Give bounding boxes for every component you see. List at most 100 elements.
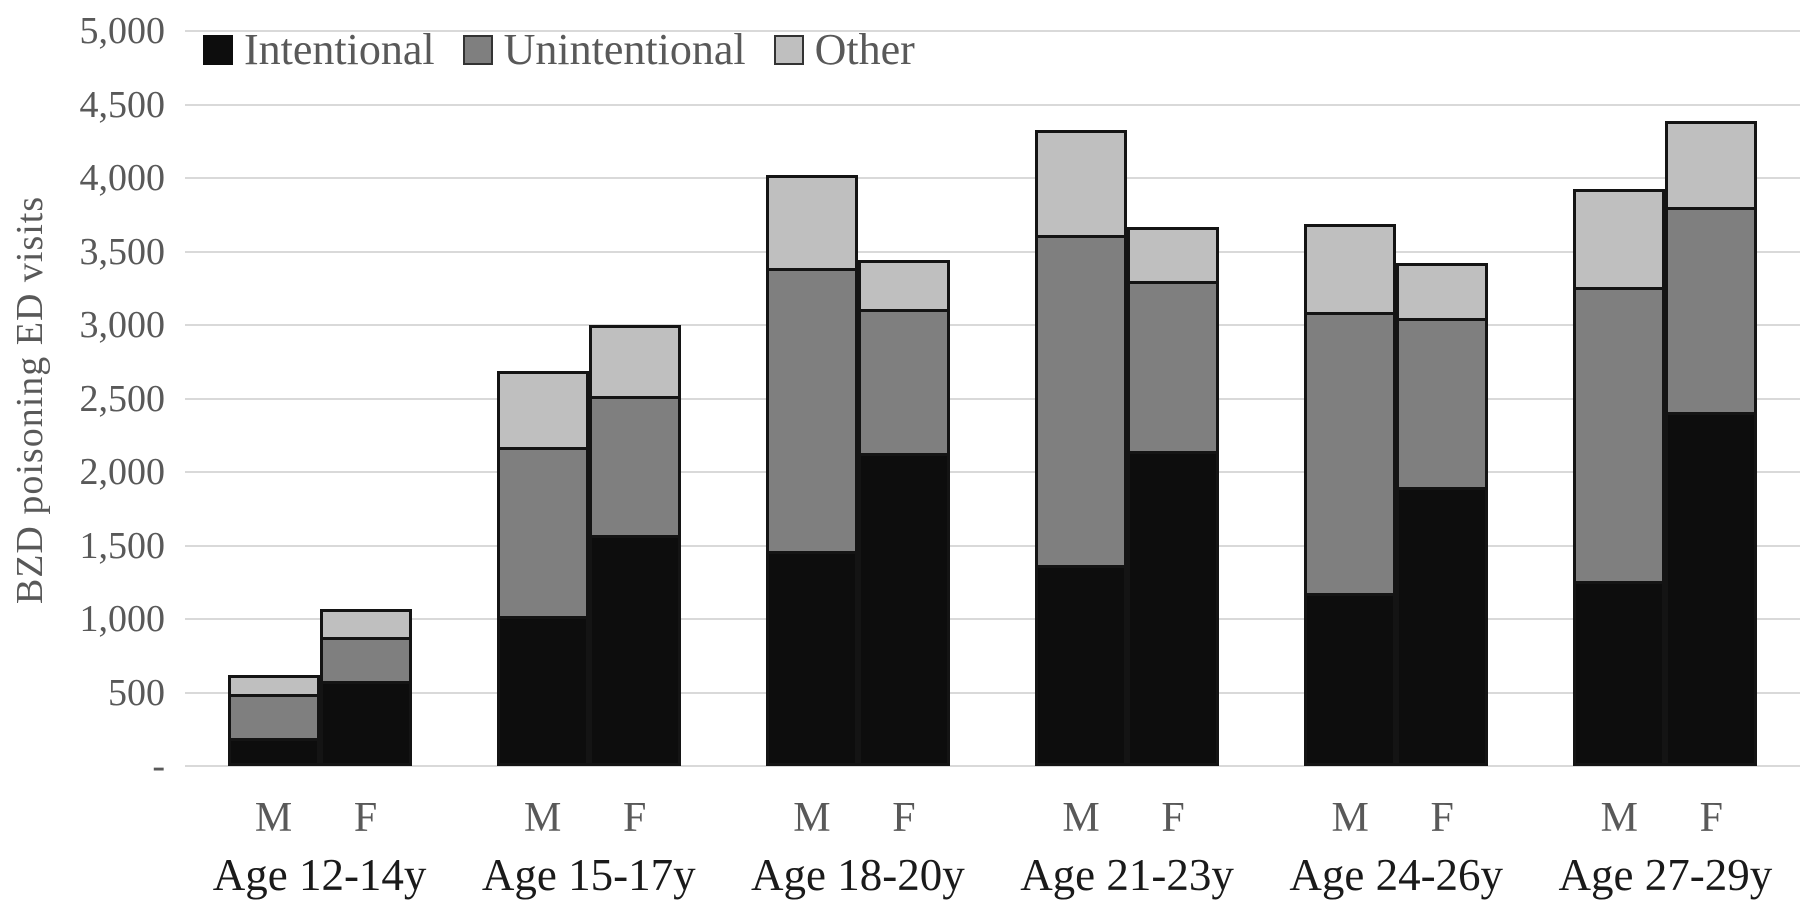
segment-other-f xyxy=(1127,227,1220,284)
segment-other-f xyxy=(319,608,412,640)
segment-intentional-m xyxy=(227,741,320,766)
segment-unintentional-m xyxy=(765,271,858,555)
stacked-bar-m-age-21-23y xyxy=(1035,129,1128,767)
sex-label-m: M xyxy=(1331,795,1369,841)
segment-intentional-f xyxy=(1127,453,1220,766)
legend-swatch-icon xyxy=(462,34,493,65)
y-tick-label-2500: 2,500 xyxy=(79,377,166,420)
bar-group-age-21-23y: M F Age 21-23y xyxy=(1020,31,1234,900)
gridline-1000 xyxy=(185,618,1800,620)
gridline-3000 xyxy=(185,324,1800,326)
bar-group-age-12-14y: M F Age 12-14y xyxy=(213,31,426,900)
segment-unintentional-f xyxy=(588,398,681,539)
sex-label-f: F xyxy=(623,795,647,841)
y-tick-label-3500: 3,500 xyxy=(79,230,166,273)
bar-group-age-18-20y: M F Age 18-20y xyxy=(751,31,965,900)
bar-group-age-15-17y: M F Age 15-17y xyxy=(482,31,696,900)
y-tick-label-4000: 4,000 xyxy=(79,157,166,199)
sex-label-f: F xyxy=(1699,795,1724,841)
segment-unintentional-m xyxy=(1035,238,1128,569)
stacked-bar-f-age-18-20y xyxy=(857,260,950,766)
segment-other-f xyxy=(1665,120,1758,210)
segment-unintentional-m xyxy=(1573,289,1666,585)
y-tick-label-3000: 3,000 xyxy=(79,304,166,346)
y-tick-label-0: - xyxy=(152,745,165,787)
y-tick-label-2000: 2,000 xyxy=(79,451,166,493)
legend-label: Unintentional xyxy=(503,25,746,74)
segment-other-f xyxy=(1396,262,1489,322)
category-label: Age 12-14y xyxy=(212,850,427,900)
legend: Intentional Unintentional Other xyxy=(203,24,915,75)
bar-group-age-27-29y: M F Age 27-29y xyxy=(1559,31,1772,900)
segment-other-f xyxy=(588,325,681,399)
stacked-bar-m-age-24-26y xyxy=(1304,223,1397,766)
stacked-bar-m-age-15-17y xyxy=(496,371,589,766)
category-label: Age 27-29y xyxy=(1558,850,1773,900)
gridline-4500 xyxy=(185,103,1800,106)
sex-label-m: M xyxy=(1600,795,1639,841)
sex-label-f: F xyxy=(353,795,378,841)
category-label: Age 21-23y xyxy=(1020,850,1234,900)
gridline-4000 xyxy=(185,177,1800,179)
segment-intentional-m xyxy=(765,554,858,766)
segment-intentional-m xyxy=(496,619,589,766)
segment-intentional-f xyxy=(1396,490,1489,766)
sex-label-f: F xyxy=(1430,795,1454,841)
segment-unintentional-m xyxy=(496,449,589,619)
legend-swatch-icon xyxy=(203,34,233,65)
sex-label-f: F xyxy=(1161,795,1185,841)
segment-other-m xyxy=(496,371,589,450)
category-label: Age 15-17y xyxy=(481,850,696,900)
gridline-2500 xyxy=(185,397,1800,400)
gridline-2000 xyxy=(185,471,1800,473)
segment-intentional-f xyxy=(1665,415,1758,766)
segment-other-m xyxy=(227,674,320,697)
legend-label: Other xyxy=(814,25,915,74)
segment-other-m xyxy=(1035,129,1128,239)
sex-label-f: F xyxy=(892,795,916,841)
y-tick-label-500: 500 xyxy=(108,671,165,714)
stacked-bar-m-age-18-20y xyxy=(765,175,858,766)
segment-intentional-m xyxy=(1035,568,1128,766)
plot-area: M F Age 12-14y M F Age 15-17y M F Age 18-20y M F Ag… xyxy=(185,30,1800,900)
sex-label-m: M xyxy=(524,795,562,841)
segment-intentional-f xyxy=(857,455,950,766)
bar-groups: M F Age 12-14y M F Age 15-17y M F Age 18-20y M F Ag… xyxy=(185,31,1800,900)
gridline-1500 xyxy=(185,544,1800,547)
category-label: Age 18-20y xyxy=(751,850,965,900)
y-tick-label-1000: 1,000 xyxy=(79,598,166,640)
segment-intentional-f xyxy=(588,538,681,766)
legend-item-unintentional: Unintentional xyxy=(462,24,746,75)
segment-other-m xyxy=(1573,189,1666,290)
sex-label-m: M xyxy=(1062,795,1100,841)
stacked-bar-f-age-12-14y xyxy=(319,608,412,766)
stacked-bar-m-age-27-29y xyxy=(1573,189,1666,766)
segment-unintentional-m xyxy=(227,696,320,742)
segment-other-m xyxy=(1304,223,1397,316)
segment-intentional-m xyxy=(1304,596,1397,766)
segment-other-f xyxy=(857,260,950,312)
legend-item-other: Other xyxy=(773,24,915,75)
segment-unintentional-f xyxy=(1127,283,1220,454)
sex-label-m: M xyxy=(793,795,831,841)
sex-label-m: M xyxy=(254,795,293,841)
y-tick-label-1500: 1,500 xyxy=(79,524,166,567)
segment-intentional-f xyxy=(319,684,412,766)
y-tick-label-5000: 5,000 xyxy=(79,10,166,52)
segment-unintentional-f xyxy=(1665,209,1758,416)
stacked-bar-m-age-12-14y xyxy=(227,674,320,766)
segment-unintentional-f xyxy=(857,311,950,456)
segment-other-m xyxy=(765,175,858,272)
segment-unintentional-m xyxy=(1304,315,1397,597)
legend-item-intentional: Intentional xyxy=(203,24,435,75)
segment-unintentional-f xyxy=(1396,321,1489,491)
gridline-5000 xyxy=(185,30,1800,32)
gridline-0 xyxy=(185,765,1800,767)
category-label: Age 24-26y xyxy=(1289,850,1504,900)
y-tick-label-4500: 4,500 xyxy=(79,83,166,126)
gridline-500 xyxy=(185,691,1800,694)
gridline-3500 xyxy=(185,250,1800,253)
stacked-bar-f-age-15-17y xyxy=(588,325,681,766)
segment-unintentional-f xyxy=(319,639,412,685)
